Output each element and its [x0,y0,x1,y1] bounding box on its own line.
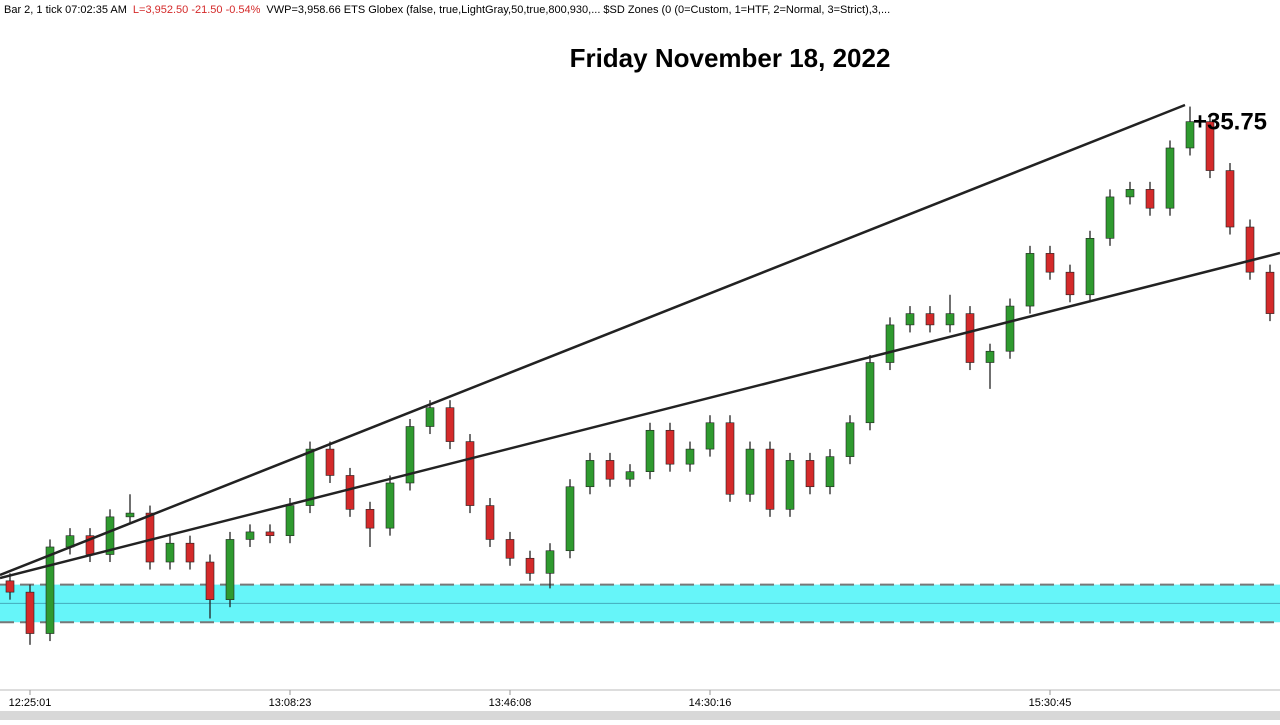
candle-body [505,539,515,559]
x-axis-labels: 12:25:01 13:08:23 13:46:08 14:30:16 15:30:45 [9,690,1072,709]
scrollbar [0,711,1280,720]
candle-body [105,516,115,555]
x-tick-label: 13:08:23 [269,697,312,709]
candle-body [1085,238,1095,296]
x-tick-label: 14:30:16 [689,697,732,709]
annotation: +35.75 [1193,108,1267,135]
candle-body [425,407,435,427]
candle-body [385,482,395,529]
candle-body [185,542,195,563]
candle-body [625,471,635,480]
candle-body [885,324,895,363]
candle-body [745,448,755,495]
candle-body [265,531,275,536]
indicators: VWP=3,958.66 ETS Globex (false, true,Lig… [266,4,890,16]
candle-body [485,505,495,540]
candle-body [145,512,155,563]
candle-body [685,448,695,465]
trendline [0,103,1186,577]
candle-body [785,460,795,510]
candle-body [205,561,215,600]
candle-body [545,550,555,574]
candle-body [725,422,735,495]
chart-title: Friday November 18, 2022 [570,43,891,73]
candle-body [1205,121,1215,171]
candle-body [1245,226,1255,273]
candle-body [1005,305,1015,352]
candle-body [165,542,175,563]
trendline [0,251,1280,580]
candle-body [465,441,475,506]
candle-body [825,456,835,488]
candle-body [605,460,615,480]
candle-body [805,460,815,488]
candle-body [345,475,355,510]
candle-body [1045,253,1055,273]
candle-body [985,350,995,363]
candle-body [365,509,375,529]
x-tick-label: 12:25:01 [9,697,52,709]
candle-body [765,448,775,510]
candle-body [245,531,255,540]
candle-body [665,429,675,465]
candle-body [1025,253,1035,307]
candle-body [525,557,535,574]
candle-body [1145,189,1155,209]
price-info: L=3,952.50 -21.50 -0.54% [133,4,261,16]
candle-body [1185,121,1195,149]
candle-body [645,429,655,472]
candle-body [845,422,855,457]
candle-body [1225,170,1235,228]
candles [5,106,1275,645]
candle-body [965,313,975,363]
candle-body [705,422,715,450]
candle-body [5,580,15,593]
x-tick-label: 13:46:08 [489,697,532,709]
candle-body [225,539,235,600]
candle-body [1065,271,1075,296]
candle-body [1265,271,1275,314]
candle-body [565,486,575,552]
zone-group [0,583,1280,624]
candle-body [1165,147,1175,209]
candle-body [1125,189,1135,198]
candle-body [45,546,55,634]
candle-body [1105,196,1115,239]
candle-body [25,591,35,634]
candle-body [305,448,315,506]
candle-body [865,362,875,424]
candle-body [325,448,335,476]
candle-body [945,313,955,326]
candle-body [905,313,915,326]
candle-body [285,505,295,536]
candle-body [405,426,415,484]
candle-body [585,460,595,488]
bar-info: Bar 2, 1 tick 07:02:35 AM [4,4,127,16]
candle-body [125,512,135,518]
x-tick-label: 15:30:45 [1029,697,1072,709]
candle-body [445,407,455,442]
header-text: Bar 2, 1 tick 07:02:35 AM L=3,952.50 -21.… [4,4,890,16]
candle-body [925,313,935,326]
